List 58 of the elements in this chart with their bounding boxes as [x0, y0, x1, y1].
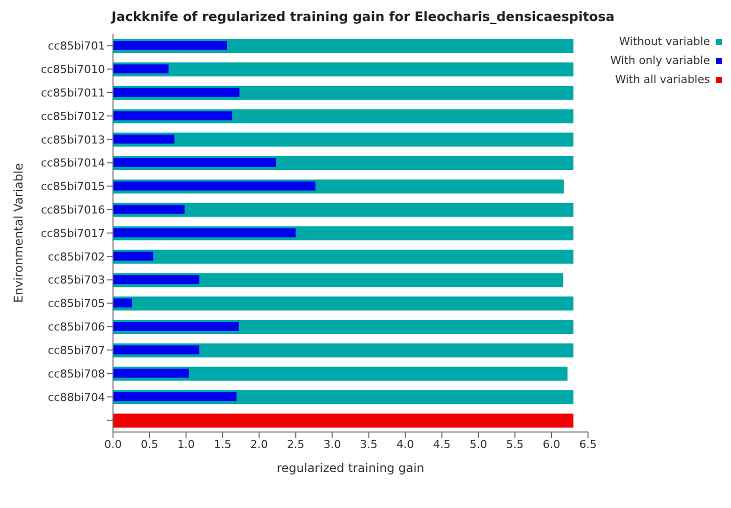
bar — [113, 134, 174, 144]
bar — [113, 181, 316, 190]
x-tick-label: 6.0 — [542, 438, 560, 451]
bar — [113, 158, 276, 168]
bar — [113, 414, 574, 428]
y-tick-label: cc85bi7017 — [40, 226, 105, 240]
x-tick-label: 1.5 — [214, 438, 232, 451]
bar — [113, 41, 227, 50]
bar — [113, 252, 154, 261]
y-tick-label: cc85bi705 — [48, 297, 105, 310]
x-tick-label: 3.5 — [360, 438, 378, 451]
bar — [113, 62, 574, 76]
x-tick-label: 2.5 — [286, 438, 304, 451]
y-tick-label: cc85bi706 — [48, 320, 105, 334]
legend-label: With all variables — [615, 73, 710, 86]
chart-title: Jackknife of regularized training gain for Eleocharis_densicaespitosa — [110, 10, 616, 25]
y-axis-title: Environmental Variable — [11, 163, 26, 303]
x-axis-title: regularized training gain — [276, 461, 424, 475]
bar — [113, 204, 185, 214]
y-tick-label: cc85bi7012 — [40, 110, 105, 123]
x-tick-label: 5.5 — [506, 438, 524, 451]
y-tick-label: cc88bi704 — [48, 390, 105, 404]
y-tick-label: cc85bi7010 — [40, 63, 105, 76]
y-tick-label: cc85bi7015 — [40, 180, 105, 194]
x-tick-label: 0.5 — [140, 438, 158, 451]
y-tick-label: cc85bi7014 — [40, 156, 105, 170]
legend-label: Without variable — [619, 35, 710, 48]
x-tick-label: 6.5 — [579, 438, 597, 451]
bar — [113, 392, 236, 402]
x-tick-label: 2.0 — [250, 438, 268, 451]
bar — [113, 202, 574, 217]
y-tick-label: cc85bi702 — [48, 250, 105, 264]
bar — [113, 298, 132, 308]
bar — [113, 111, 232, 120]
bar — [113, 345, 200, 354]
x-tick-label: 3.0 — [323, 438, 341, 451]
x-tick-label: 5.0 — [470, 438, 488, 451]
x-tick-label: 4.0 — [396, 438, 414, 451]
y-tick-label: cc85bi701 — [48, 40, 105, 53]
y-tick-label: cc85bi708 — [48, 367, 105, 380]
y-tick-label: cc85bi707 — [48, 344, 105, 357]
bar — [113, 368, 189, 378]
y-tick-label: cc85bi7013 — [40, 133, 105, 146]
bar — [113, 132, 574, 147]
bar — [113, 88, 240, 97]
bar — [113, 322, 239, 331]
x-tick-label: 0.0 — [104, 438, 122, 451]
x-tick-label: 4.5 — [433, 438, 451, 451]
bar — [113, 228, 296, 238]
y-tick-label: cc85bi7011 — [40, 86, 105, 100]
x-tick-label: 1.0 — [177, 438, 195, 451]
bar — [113, 250, 574, 264]
legend-label: With only variable — [610, 54, 710, 67]
bar — [113, 275, 200, 284]
y-tick-label: cc85bi7016 — [40, 203, 105, 216]
y-tick-label: cc85bi703 — [48, 274, 105, 287]
bar — [113, 64, 169, 74]
bar — [113, 296, 574, 311]
